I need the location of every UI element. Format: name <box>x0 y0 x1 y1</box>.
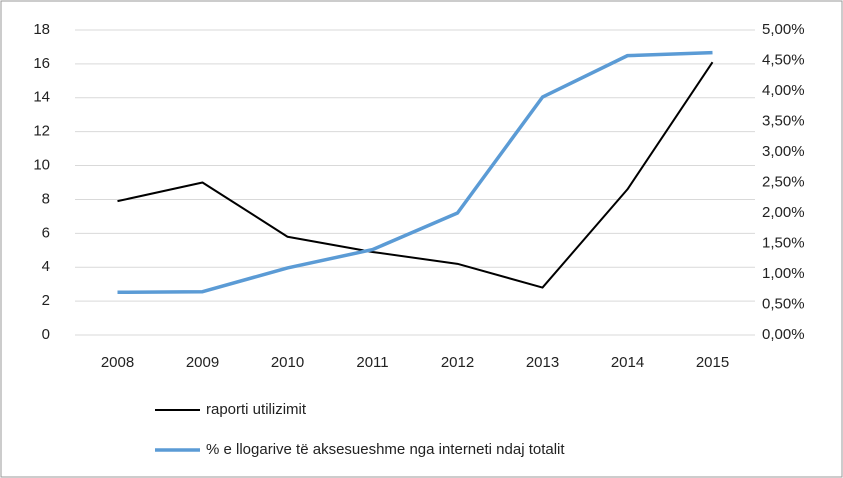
x-tick-label: 2010 <box>271 354 304 371</box>
y-tick-label: 18 <box>33 21 50 38</box>
y2-tick-label: 3,00% <box>762 143 805 160</box>
y-tick-label: 10 <box>33 157 50 174</box>
y2-tick-label: 5,00% <box>762 21 805 38</box>
y2-tick-label: 2,00% <box>762 204 805 221</box>
y-tick-label: 14 <box>33 89 50 106</box>
x-tick-label: 2009 <box>186 354 219 371</box>
legend-label: % e llogarive të aksesueshme nga interne… <box>206 441 565 458</box>
y-tick-label: 16 <box>33 55 50 72</box>
x-tick-label: 2011 <box>356 354 388 371</box>
x-tick-label: 2013 <box>526 354 559 371</box>
y-tick-label: 8 <box>42 190 50 207</box>
x-tick-label: 2015 <box>696 354 729 371</box>
y-tick-label: 12 <box>33 123 50 140</box>
y2-tick-label: 1,50% <box>762 234 805 251</box>
y2-tick-label: 2,50% <box>762 173 805 190</box>
y-tick-label: 4 <box>42 258 50 275</box>
y-tick-label: 0 <box>42 326 50 343</box>
y2-tick-label: 4,50% <box>762 51 805 68</box>
y2-tick-label: 1,00% <box>762 265 805 282</box>
series-line <box>117 50 713 295</box>
x-tick-label: 2008 <box>101 354 134 371</box>
y2-tick-label: 4,00% <box>762 82 805 99</box>
y-tick-label: 6 <box>42 224 50 241</box>
y2-tick-label: 3,50% <box>762 112 805 129</box>
x-tick-label: 2012 <box>441 354 474 371</box>
series-line <box>117 61 714 289</box>
y2-tick-label: 0,00% <box>762 326 805 343</box>
legend-label: raporti utilizimit <box>206 401 307 418</box>
y2-tick-label: 0,50% <box>762 295 805 312</box>
y-tick-label: 2 <box>42 292 50 309</box>
x-tick-label: 2014 <box>611 354 644 371</box>
